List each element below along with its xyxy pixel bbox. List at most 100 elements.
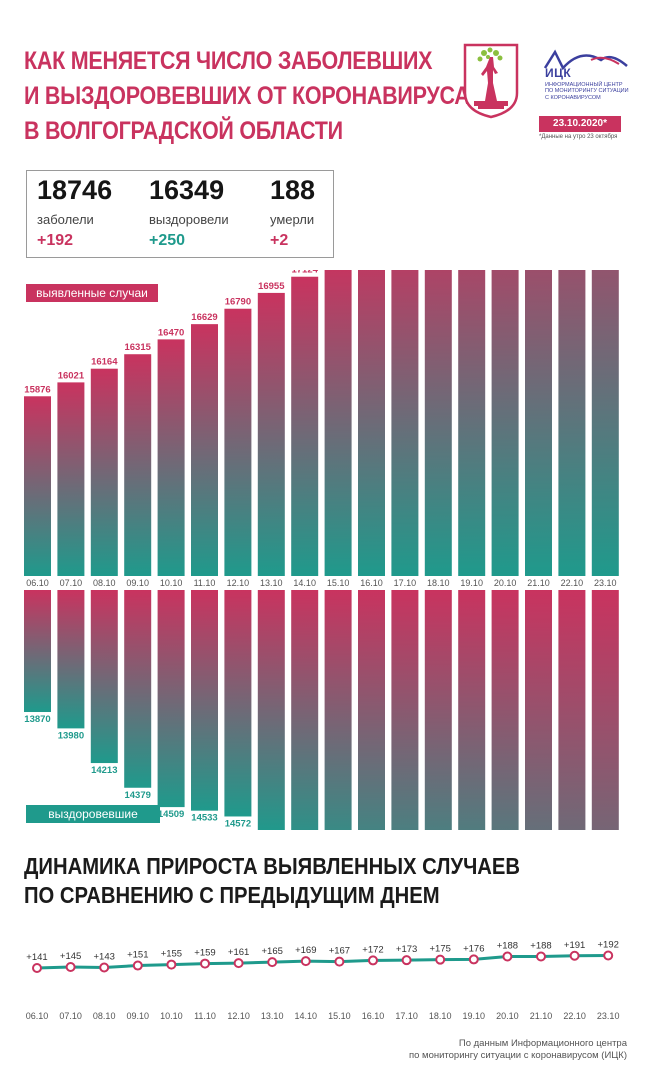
stats-box: 18746 заболели +192 16349 выздоровели +2… [26, 170, 334, 258]
section-title-line-1: Динамика прироста выявленных случаев [24, 853, 521, 879]
gain-value-label: +145 [60, 951, 81, 962]
recovered-bar [424, 590, 452, 830]
gain-value-label: +143 [93, 952, 114, 963]
ick-logo-icon [543, 49, 628, 71]
recovered-bar [24, 590, 51, 713]
gain-point [569, 950, 580, 961]
gain-point [603, 950, 614, 961]
gain-point [334, 956, 345, 967]
gain-date-tick-label: 14.10 [295, 1011, 318, 1021]
section-title-line-2: по сравнению с предыдущим днем [24, 882, 440, 908]
gain-point [233, 958, 244, 969]
cases-value-label: 16790 [225, 297, 251, 308]
recovered-legend-pill: выздоровевшие [26, 805, 160, 823]
ick-logo-subtitle: Информационный центр по мониторингу ситу… [545, 82, 629, 101]
gain-value-label: +173 [396, 944, 417, 955]
gain-date-tick-label: 18.10 [429, 1011, 452, 1021]
date-tick-label: 20.10 [494, 578, 517, 588]
date-tick-label: 09.10 [126, 578, 149, 588]
stat-recovered-label: выздоровели [149, 212, 229, 227]
date-tick-label: 18.10 [427, 578, 450, 588]
date-tick-label: 14.10 [293, 578, 316, 588]
recovered-bar [391, 590, 419, 830]
cases-bar [458, 270, 486, 576]
gain-date-tick-label: 12.10 [227, 1011, 250, 1021]
gain-point [502, 951, 513, 962]
date-tick-label: 07.10 [60, 578, 83, 588]
cases-value-label: 17124 [291, 270, 318, 276]
source-line-1: По данным Информационного центра [458, 1038, 627, 1049]
page-title: Как меняется число заболевших и выздоров… [24, 44, 470, 149]
title-line-1: Как меняется число заболевших [24, 47, 433, 75]
cases-bar [291, 276, 319, 576]
stat-deaths-label: умерли [270, 212, 315, 227]
date-tick-label: 06.10 [26, 578, 49, 588]
gain-date-tick-label: 06.10 [26, 1011, 49, 1021]
cases-bar [358, 270, 385, 576]
cases-bar [157, 339, 185, 576]
recovered-bar [525, 590, 552, 830]
gain-point [468, 954, 479, 965]
gain-value-label: +191 [564, 940, 585, 951]
title-line-2: и выздоровевших от коронавируса [24, 82, 470, 110]
date-tick-label: 16.10 [360, 578, 383, 588]
gain-date-tick-label: 09.10 [127, 1011, 150, 1021]
gain-date-tick-label: 11.10 [194, 1011, 216, 1021]
gain-value-label: +172 [362, 944, 383, 955]
recovered-bar [291, 590, 319, 830]
date-tick-label: 15.10 [327, 578, 350, 588]
stat-cases-delta: +192 [37, 232, 74, 249]
recovered-bar [191, 590, 218, 811]
gain-point [132, 960, 143, 971]
gain-date-tick-label: 23.10 [597, 1011, 620, 1021]
stat-cases-label: заболели [37, 212, 94, 227]
gain-value-label: +176 [463, 943, 484, 954]
gain-value-label: +169 [295, 945, 316, 956]
cases-bar [57, 382, 85, 576]
gain-point [267, 957, 278, 968]
date-tick-label: 23.10 [594, 578, 617, 588]
cases-bar [591, 270, 619, 577]
recovered-bar [324, 590, 352, 830]
cases-value-label: 16021 [58, 370, 85, 381]
recovered-bar [124, 590, 152, 788]
cases-bar [191, 324, 218, 576]
source-note: По данным Информационного центра по мони… [367, 1038, 627, 1062]
gain-date-tick-label: 10.10 [160, 1011, 183, 1021]
gain-point [435, 954, 446, 965]
date-note: *Данные на утро 23 октября [539, 134, 618, 140]
source-line-2: по мониторингу ситуации с коронавирусом … [408, 1050, 627, 1061]
date-tick-label: 19.10 [460, 578, 483, 588]
gain-value-label: +175 [429, 944, 450, 955]
daily-gain-line-chart: +141 06.10 +145 07.10 +143 08.10 +151 09.10 +155… [26, 940, 620, 1021]
cases-value-label: 16955 [258, 281, 285, 292]
gain-date-tick-label: 17.10 [395, 1011, 418, 1021]
gain-date-tick-label: 22.10 [563, 1011, 586, 1021]
cases-bar [491, 270, 519, 576]
date-tick-label: 08.10 [93, 578, 116, 588]
cases-value-label: 15876 [24, 384, 50, 395]
section-title: Динамика прироста выявленных случаев по … [24, 852, 521, 910]
stat-deaths-value: 188 [270, 175, 316, 205]
gain-value-label: +167 [329, 946, 350, 957]
date-tick-label: 10.10 [160, 578, 183, 588]
cases-legend-pill: выявленные случаи [26, 284, 158, 302]
gain-value-label: +161 [228, 947, 249, 958]
cases-bar [324, 270, 352, 576]
gain-date-tick-label: 07.10 [59, 1011, 82, 1021]
ick-logo-name: ИЦК [545, 66, 572, 80]
recovered-bar [90, 590, 118, 764]
cases-bar [224, 308, 252, 576]
cases-bar [257, 292, 285, 576]
recovered-bar [57, 590, 85, 729]
recovered-value-label: 14213 [91, 765, 117, 776]
recovered-value-label: 14533 [191, 813, 217, 824]
cases-bar [391, 270, 419, 576]
date-tick-label: 12.10 [227, 578, 250, 588]
cases-value-label: 16629 [191, 312, 217, 323]
gain-point [300, 956, 311, 967]
recovered-bar [558, 590, 586, 830]
recovered-bar [257, 590, 285, 830]
gain-point [536, 951, 546, 962]
gain-point [401, 955, 412, 966]
